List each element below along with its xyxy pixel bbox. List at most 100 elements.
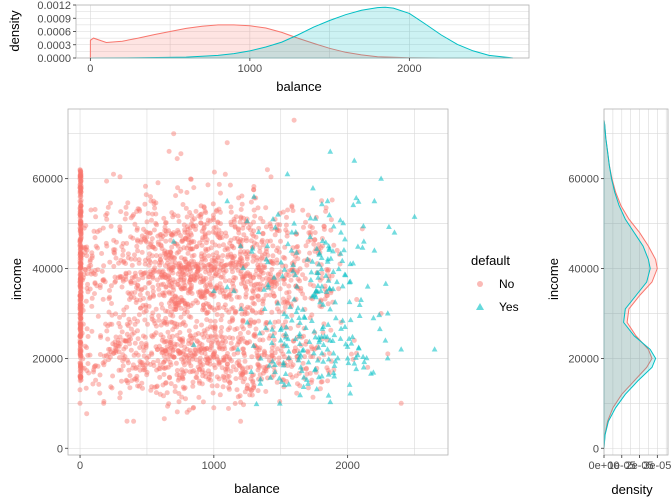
scatter-point-no (95, 313, 101, 319)
scatter-point-no (255, 286, 261, 292)
scatter-point-no (235, 239, 241, 245)
scatter-point-no (229, 318, 235, 324)
scatter-point-yes (329, 337, 336, 343)
scatter-point-no (242, 353, 248, 359)
scatter-point-yes (368, 370, 374, 376)
scatter-point-no (250, 289, 256, 295)
scatter-point-yes (307, 215, 314, 221)
scatter-point-yes (391, 229, 398, 235)
scatter-point-no (156, 343, 162, 349)
scatter-point-no (247, 323, 253, 329)
scatter-point-no (199, 242, 205, 248)
scatter-point-no (251, 187, 257, 193)
scatter-point-no (302, 354, 308, 360)
scatter-point-no (77, 293, 83, 299)
scatter-point-no (178, 274, 184, 280)
scatter-point-no (128, 279, 134, 285)
scatter-point-no (244, 287, 250, 293)
scatter-point-no (183, 302, 189, 308)
scatter-point-no (77, 293, 83, 299)
scatter-point-yes (224, 283, 231, 290)
scatter-point-no (77, 251, 83, 257)
scatter-point-no (270, 261, 276, 267)
scatter-point-no (172, 384, 178, 389)
scatter-point-no (77, 400, 83, 406)
scatter-point-no (124, 331, 130, 337)
scatter-point-no (78, 244, 84, 250)
scatter-point-no (160, 347, 166, 353)
scatter-point-no (172, 320, 178, 326)
scatter-point-no (78, 339, 84, 345)
scatter-point-no (78, 246, 84, 252)
scatter-point-no (268, 238, 273, 244)
scatter-point-no (292, 345, 298, 351)
scatter-point-no (187, 240, 193, 245)
scatter-point-no (77, 272, 83, 278)
scatter-point-no (84, 271, 90, 277)
scatter-point-yes (334, 355, 341, 361)
scatter-point-no (179, 238, 185, 244)
scatter-point-no (251, 385, 257, 391)
scatter-point-no (223, 369, 229, 375)
scatter-point-no (77, 334, 83, 339)
scatter-point-no (216, 273, 222, 279)
scatter-point-no (161, 359, 167, 365)
scatter-point-no (77, 375, 83, 380)
scatter-point-no (80, 307, 86, 313)
scatter-point-no (214, 312, 220, 318)
scatter-point-no (257, 337, 263, 343)
scatter-point-no (157, 262, 163, 268)
scatter-point-no (172, 324, 178, 330)
scatter-point-no (238, 237, 244, 243)
scatter-point-no (172, 389, 178, 394)
scatter-point-no (226, 386, 232, 392)
scatter-point-no (201, 302, 206, 308)
scatter-point-yes (308, 317, 315, 323)
scatter-point-no (271, 293, 277, 299)
scatter-point-no (167, 304, 173, 310)
scatter-point-no (268, 279, 274, 285)
scatter-point-no (217, 268, 223, 274)
scatter-point-no (216, 361, 222, 367)
scatter-point-no (182, 301, 188, 307)
scatter-point-no (229, 306, 235, 312)
scatter-point-no (130, 365, 136, 371)
scatter-point-no (224, 361, 230, 367)
scatter-point-no (150, 359, 156, 365)
scatter-point-no (275, 277, 281, 283)
scatter-point-no (91, 364, 97, 370)
scatter-point-no (78, 289, 84, 295)
scatter-point-no (141, 226, 146, 232)
scatter-point-yes (315, 274, 322, 280)
scatter-point-no (182, 271, 188, 277)
scatter-point-no (218, 317, 224, 323)
scatter-point-no (198, 212, 203, 218)
scatter-point-no (312, 237, 318, 243)
scatter-point-no (195, 274, 201, 279)
scatter-point-no (323, 205, 329, 211)
scatter-point-no (259, 255, 265, 261)
scatter-point-no (173, 304, 178, 310)
scatter-point-no (324, 293, 330, 299)
scatter-point-no (81, 365, 87, 371)
scatter-point-no (78, 322, 84, 328)
scatter-point-no (141, 348, 147, 354)
scatter-point-no (284, 230, 290, 236)
scatter-point-no (251, 253, 257, 258)
scatter-point-no (249, 373, 255, 378)
scatter-point-no (257, 309, 263, 315)
scatter-point-no (197, 366, 203, 372)
scatter-point-no (78, 347, 84, 353)
scatter-point-no (243, 273, 249, 279)
scatter-point-no (203, 246, 209, 252)
scatter-point-no (116, 343, 122, 349)
scatter-point-no (281, 254, 286, 260)
scatter-point-no (127, 373, 133, 379)
scatter-point-no (77, 337, 83, 343)
scatter-point-no (156, 241, 161, 247)
scatter-point-no (167, 375, 173, 381)
scatter-point-no (229, 254, 235, 259)
scatter-point-no (244, 340, 250, 346)
scatter-point-no (125, 380, 131, 386)
scatter-point-no (78, 332, 83, 338)
